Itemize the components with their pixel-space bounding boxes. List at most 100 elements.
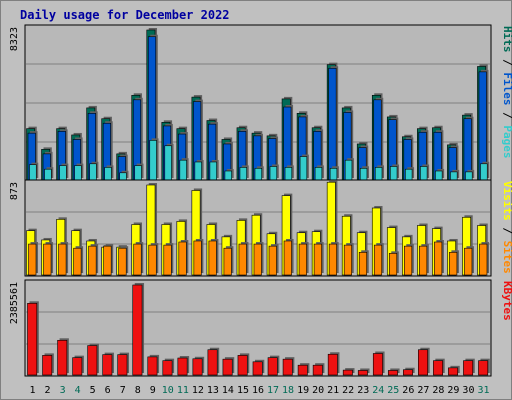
bar-pages-day-31 — [480, 163, 488, 181]
ymax-label-1: 8323 — [9, 27, 20, 51]
x-tick-label: 24 — [372, 385, 384, 396]
bar-sites-day-3 — [58, 243, 67, 276]
x-tick-label: 14 — [222, 385, 234, 396]
bar-pages-day-22 — [344, 159, 353, 181]
bar-sites-day-23 — [358, 252, 368, 276]
bar-sites-day-25 — [388, 253, 398, 276]
bar-pages-day-14 — [224, 170, 232, 181]
bar-kbytes-day-26 — [403, 369, 413, 376]
x-tick-label: 27 — [417, 385, 429, 396]
bar-kbytes-day-1 — [27, 303, 38, 376]
bar-kbytes-day-5 — [87, 345, 98, 376]
x-tick-label: 29 — [447, 385, 459, 396]
legend-1: Hits / Files / Pages — [501, 26, 512, 159]
panel-3: 2385561 KBytes — [9, 279, 512, 377]
legend-item: / — [501, 53, 512, 67]
x-tick-label: 28 — [432, 385, 444, 396]
bar-pages-day-3 — [59, 165, 67, 181]
x-tick-label: 31 — [477, 385, 489, 396]
x-tick-label: 12 — [192, 385, 204, 396]
bar-kbytes-day-10 — [162, 360, 173, 376]
x-tick-label: 20 — [312, 385, 324, 396]
bar-kbytes-day-25 — [387, 370, 398, 376]
bar-sites-day-11 — [178, 241, 187, 276]
bar-sites-day-6 — [103, 245, 112, 276]
x-tick-label: 3 — [60, 385, 66, 396]
bar-sites-day-2 — [43, 243, 52, 276]
bar-pages-day-30 — [465, 171, 473, 181]
ymax-label-2: 873 — [9, 182, 20, 200]
x-tick-label: 1 — [30, 385, 36, 396]
panel-2: 873 Visits / Sites — [9, 179, 512, 277]
legend-item: / — [501, 221, 512, 235]
panel-1: 8323 Hits / Files / Pages — [9, 24, 512, 182]
bar-kbytes-day-27 — [418, 349, 428, 376]
bar-sites-day-18 — [283, 240, 292, 276]
bar-sites-day-13 — [208, 240, 217, 276]
bar-kbytes-day-11 — [177, 357, 188, 376]
bar-sites-day-10 — [163, 244, 172, 276]
bar-pages-day-7 — [119, 172, 127, 181]
bar-sites-day-26 — [404, 245, 413, 276]
x-tick-label: 7 — [120, 385, 126, 396]
bar-kbytes-day-22 — [342, 369, 353, 376]
x-tick-label: 6 — [105, 385, 111, 396]
bar-kbytes-day-21 — [327, 353, 338, 376]
bar-sites-day-22 — [343, 244, 352, 276]
bar-pages-day-18 — [284, 167, 293, 181]
bar-pages-day-12 — [194, 161, 202, 181]
bar-kbytes-day-14 — [222, 358, 233, 376]
legend-item: / — [501, 106, 512, 120]
bar-sites-day-7 — [118, 247, 127, 276]
bar-kbytes-day-24 — [372, 353, 383, 376]
bar-sites-day-29 — [449, 252, 458, 276]
bar-pages-day-25 — [389, 166, 398, 181]
bar-pages-day-4 — [74, 165, 82, 181]
legend-item: Pages — [501, 119, 512, 159]
chart-panels: 8323 Hits / Files / Pages 873 Visits / Site… — [9, 24, 512, 377]
bar-kbytes-day-17 — [267, 357, 278, 376]
x-tick-label: 23 — [357, 385, 369, 396]
bar-kbytes-day-3 — [57, 339, 68, 376]
x-tick-label: 26 — [402, 385, 414, 396]
bar-kbytes-day-4 — [72, 357, 83, 376]
bar-sites-day-20 — [313, 243, 322, 276]
bar-pages-day-10 — [164, 145, 172, 181]
bar-sites-day-31 — [479, 243, 488, 276]
x-tick-label: 25 — [387, 385, 399, 396]
bar-sites-day-9 — [148, 244, 157, 276]
bar-pages-day-13 — [209, 161, 217, 181]
bar-sites-day-28 — [434, 241, 443, 276]
bar-kbytes-day-15 — [237, 355, 248, 376]
x-tick-label: 21 — [327, 385, 339, 396]
x-tick-label: 16 — [252, 385, 264, 396]
bar-kbytes-day-18 — [282, 358, 293, 376]
legend-text-2: Visits / Sites — [501, 181, 512, 274]
bar-sites-day-27 — [419, 245, 428, 276]
bar-kbytes-day-28 — [433, 360, 443, 376]
x-tick-label: 13 — [207, 385, 219, 396]
bar-pages-day-24 — [374, 167, 383, 181]
bar-kbytes-day-7 — [117, 354, 128, 376]
bar-kbytes-day-2 — [42, 355, 53, 376]
bar-sites-day-19 — [298, 243, 307, 276]
bar-kbytes-day-29 — [448, 367, 459, 376]
legend-text-3: KBytes — [501, 281, 512, 321]
bar-kbytes-day-8 — [132, 284, 143, 376]
bar-kbytes-day-19 — [297, 364, 308, 376]
x-axis-labels: 1 2 3 4 5 6 7 8 9 10 11 12 13 14 15 16 17 18 19 20 21 22 23 24 2… — [30, 385, 490, 396]
bar-files-day-21 — [328, 67, 337, 181]
bar-sites-day-5 — [88, 245, 97, 276]
bar-pages-day-9 — [149, 140, 157, 181]
x-tick-label: 19 — [297, 385, 309, 396]
bar-sites-day-17 — [268, 245, 277, 276]
bar-pages-day-5 — [89, 163, 97, 181]
bar-pages-day-21 — [329, 167, 338, 181]
bar-kbytes-day-12 — [192, 358, 203, 376]
legend-item: Hits — [501, 26, 512, 53]
x-tick-label: 15 — [237, 385, 249, 396]
x-tick-label: 8 — [135, 385, 141, 396]
bar-pages-day-27 — [420, 166, 428, 181]
bar-kbytes-day-13 — [207, 349, 218, 376]
